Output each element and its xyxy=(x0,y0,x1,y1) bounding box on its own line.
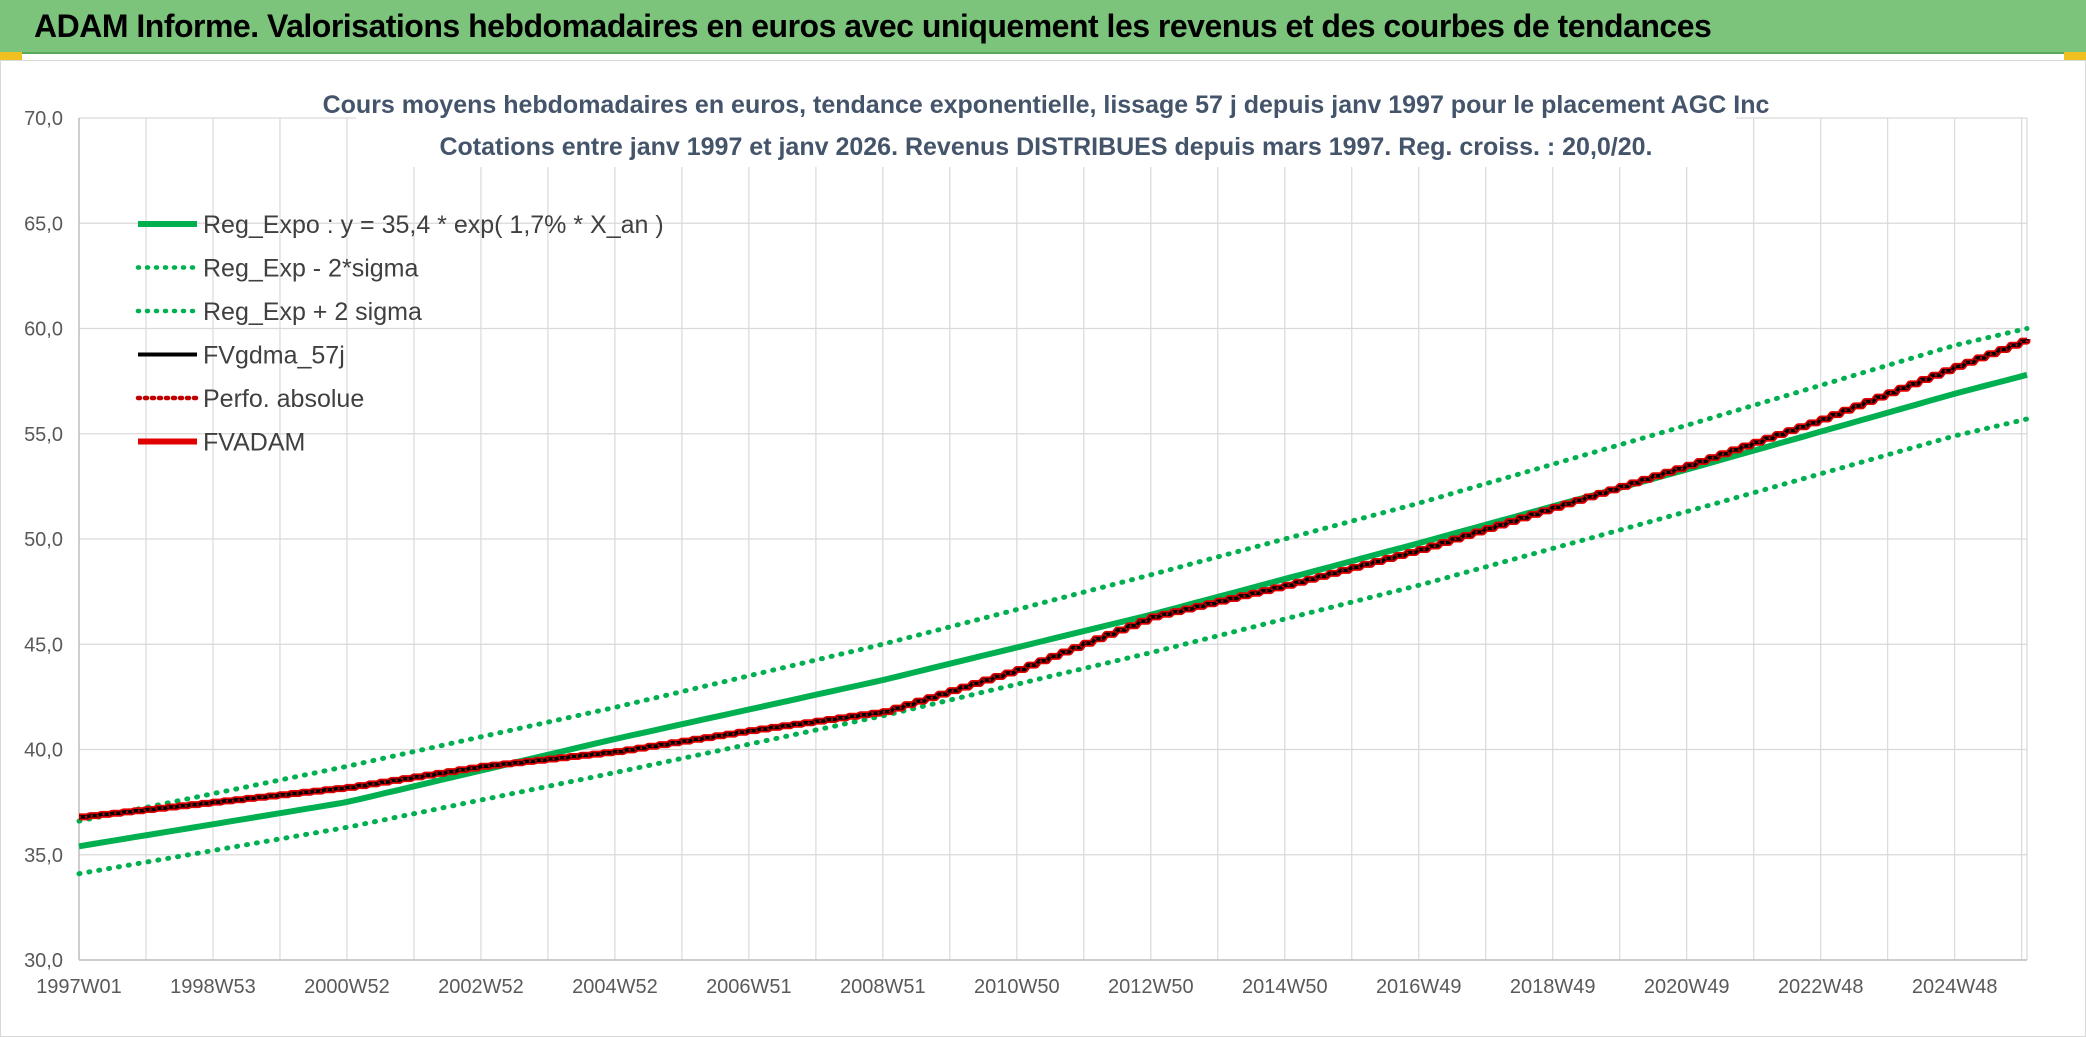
x-tick-label: 2002W52 xyxy=(438,976,524,998)
x-tick-label: 2006W51 xyxy=(706,976,792,998)
chart-area: 30,0 35,0 40,0 45,0 50,0 55,0 60,0 65,0 70,0 1997… xyxy=(0,60,2086,1037)
x-tick-label: 1997W01 xyxy=(36,976,122,998)
x-tick-label: 2010W50 xyxy=(974,976,1060,998)
legend-label-0: Reg_Expo : y = 35,4 * exp( 1,7% * X_an ) xyxy=(203,211,664,239)
y-tick-label: 45,0 xyxy=(24,634,63,656)
y-tick-label: 55,0 xyxy=(24,424,63,446)
x-tick-label: 2020W49 xyxy=(1644,976,1730,998)
title-background xyxy=(356,81,1736,167)
series-layer xyxy=(76,326,2031,877)
series-line-1 xyxy=(76,416,2030,877)
chart-svg: 30,0 35,0 40,0 45,0 50,0 55,0 60,0 65,0 70,0 1997… xyxy=(24,81,2031,998)
chart-title: Cours moyens hebdomadaires en euros, ten… xyxy=(323,81,1770,167)
series-line-5 xyxy=(79,337,2031,821)
x-tick-label: 2012W50 xyxy=(1108,976,1194,998)
y-tick-label: 35,0 xyxy=(24,845,63,867)
x-tick-label: 2014W50 xyxy=(1242,976,1328,998)
legend-label-3: FVgdma_57j xyxy=(203,342,345,370)
legend-label-1: Reg_Exp - 2*sigma xyxy=(203,255,418,283)
x-tick-label: 2018W49 xyxy=(1510,976,1596,998)
x-tick-label: 2016W49 xyxy=(1376,976,1462,998)
corner-marker-left xyxy=(0,52,22,60)
corner-marker-right xyxy=(2064,52,2086,60)
report-banner: ADAM Informe. Valorisations hebdomadaire… xyxy=(0,0,2086,54)
legend-label-4: Perfo. absolue xyxy=(203,385,364,413)
x-tick-label: 2022W48 xyxy=(1778,976,1864,998)
y-tick-label: 70,0 xyxy=(24,108,63,130)
x-tick-label: 2004W52 xyxy=(572,976,658,998)
y-tick-label: 60,0 xyxy=(24,319,63,341)
chart-legend: Reg_Expo : y = 35,4 * exp( 1,7% * X_an )… xyxy=(135,211,664,457)
y-tick-label: 40,0 xyxy=(24,740,63,762)
series-line-2 xyxy=(76,326,2030,824)
series-line-3 xyxy=(79,339,2029,819)
x-tick-label: 1998W53 xyxy=(170,976,256,998)
grid-layer xyxy=(78,117,2028,961)
y-tick-label: 50,0 xyxy=(24,529,63,551)
x-tick-label: 2000W52 xyxy=(304,976,390,998)
report-title: ADAM Informe. Valorisations hebdomadaire… xyxy=(34,8,1712,44)
series-line-4 xyxy=(79,339,2029,819)
legend-label-2: Reg_Exp + 2 sigma xyxy=(203,298,422,326)
chart-title-line-2: Cotations entre janv 1997 et janv 2026. … xyxy=(439,133,1652,161)
series-line-0 xyxy=(78,371,2028,850)
y-tick-label: 30,0 xyxy=(24,950,63,972)
y-tick-label: 65,0 xyxy=(24,213,63,235)
chart-title-line-1: Cours moyens hebdomadaires en euros, ten… xyxy=(323,91,1770,119)
axis-layer: 30,0 35,0 40,0 45,0 50,0 55,0 60,0 65,0 70,0 1997… xyxy=(24,108,2027,998)
x-tick-label: 2024W48 xyxy=(1912,976,1998,998)
legend-label-5: FVADAM xyxy=(203,429,305,457)
x-tick-label: 2008W51 xyxy=(840,976,926,998)
